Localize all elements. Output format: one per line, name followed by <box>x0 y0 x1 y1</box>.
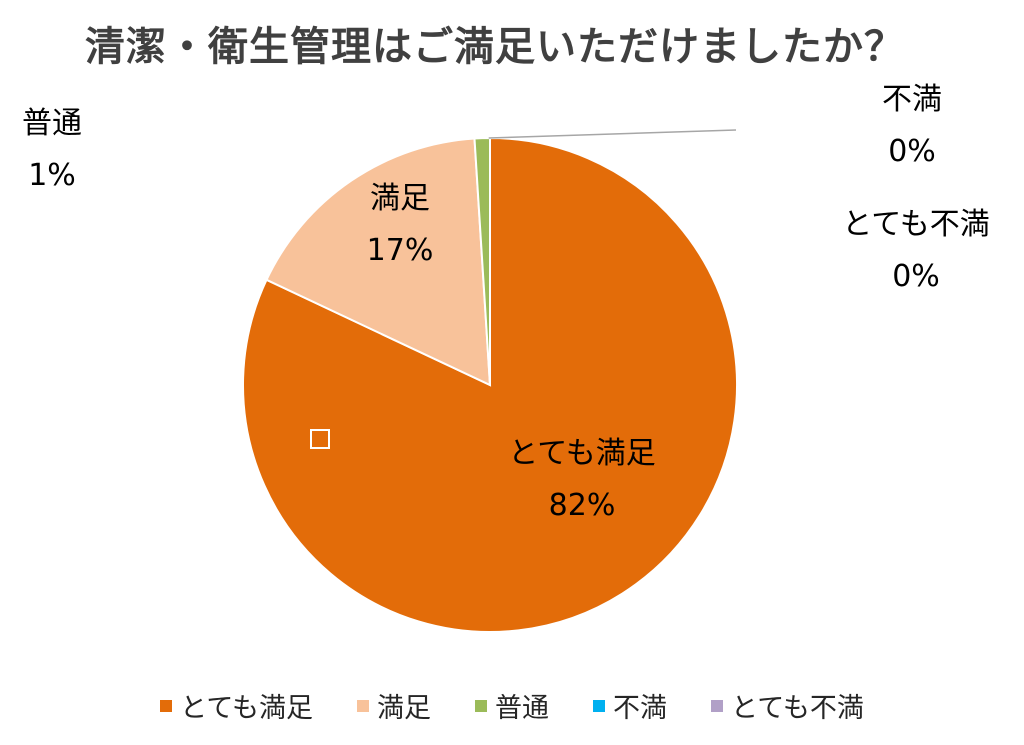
data-label-3: 不満 0% <box>882 82 942 169</box>
data-label-category-0: とても満足 <box>508 436 656 471</box>
legend-swatch-0 <box>160 699 173 712</box>
legend-swatch-3 <box>593 699 605 712</box>
legend-label-0: とても満足 <box>180 693 313 724</box>
data-label-0: とても満足 82% <box>508 436 656 523</box>
data-label-2: 普通 1% <box>22 106 82 193</box>
data-label-category-3: 不満 <box>882 82 942 117</box>
data-label-value-0: 82% <box>549 488 616 523</box>
data-label-category-2: 普通 <box>22 106 82 141</box>
legend-label-1: 満足 <box>377 693 431 724</box>
legend-item-4: とても不満 <box>711 686 864 725</box>
legend-swatch-1 <box>357 699 369 712</box>
legend: とても満足 満足 普通 不満 とても不満 <box>0 686 1024 725</box>
data-label-value-4: 0% <box>892 259 940 294</box>
data-label-value-3: 0% <box>888 134 936 169</box>
legend-label-2: 普通 <box>495 693 549 724</box>
legend-item-3: 不満 <box>593 686 667 725</box>
leader-lines <box>488 129 737 139</box>
data-label-value-2: 1% <box>28 158 76 193</box>
data-labels: とても満足 82% 満足 17% 普通 1% 不満 0% とても不満 0% <box>22 82 990 523</box>
chart-title: 清潔・衛生管理はご満足いただけましたか？ <box>85 24 905 70</box>
leader-line <box>488 129 737 139</box>
legend-swatch-2 <box>475 699 487 712</box>
data-label-category-1: 満足 <box>370 181 430 216</box>
legend-label-3: 不満 <box>613 693 667 724</box>
legend-label-4: とても不満 <box>731 693 864 724</box>
data-label-1: 満足 17% <box>367 181 434 268</box>
pie-slices <box>242 136 738 633</box>
slice-1 <box>265 137 492 387</box>
data-label-value-1: 17% <box>367 233 434 268</box>
legend-item-2: 普通 <box>475 686 549 725</box>
selection-handle <box>310 429 330 449</box>
data-label-4: とても不満 0% <box>842 207 990 294</box>
legend-item-0: とても満足 <box>160 686 313 725</box>
data-label-category-4: とても不満 <box>842 207 990 242</box>
legend-item-1: 満足 <box>357 686 431 725</box>
legend-swatch-4 <box>711 699 723 712</box>
